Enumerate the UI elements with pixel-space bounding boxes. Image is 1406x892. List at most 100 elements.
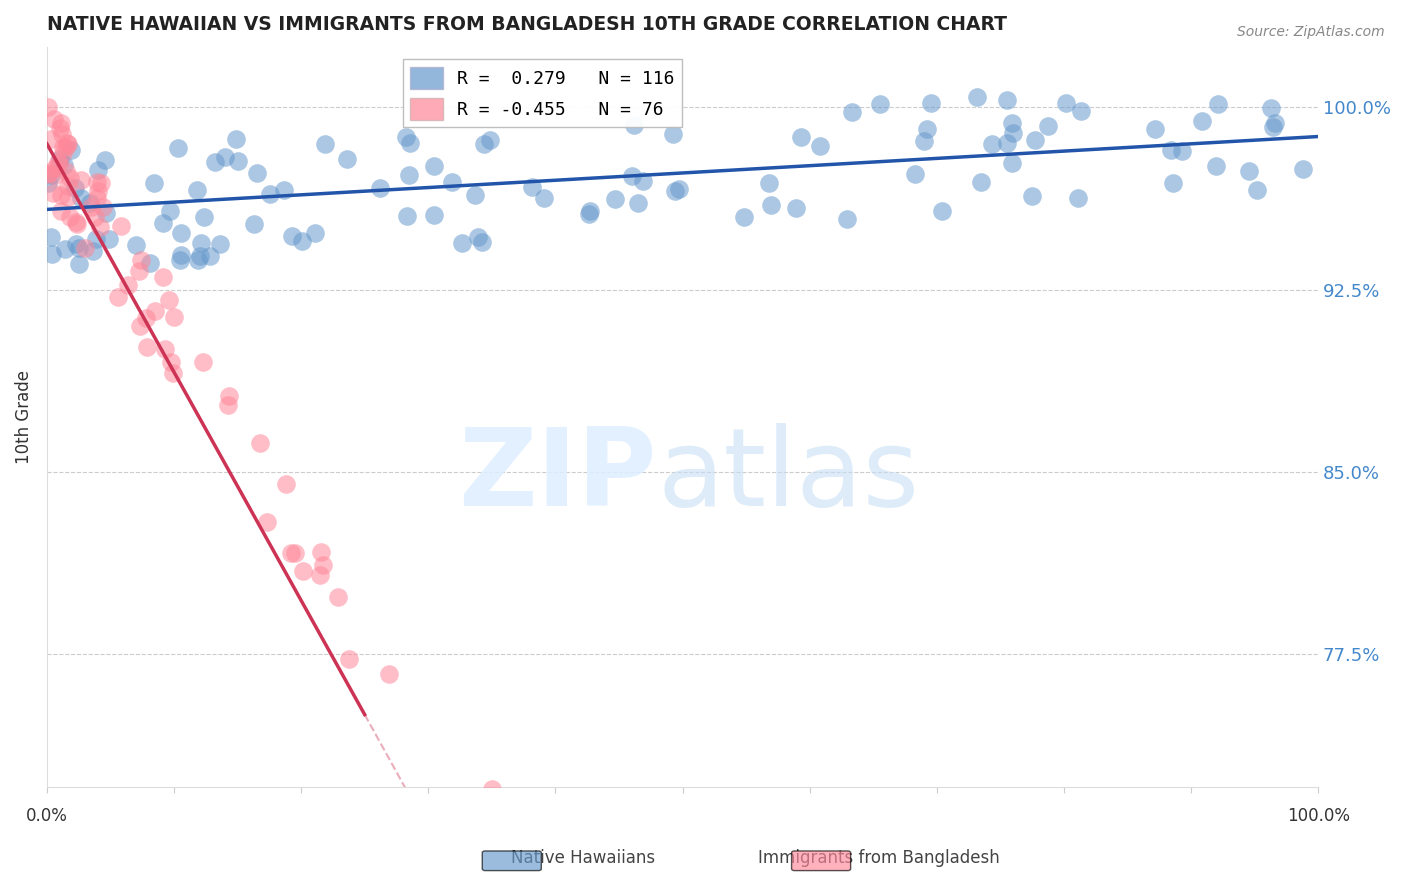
Point bbox=[578, 207, 600, 221]
Point bbox=[41, 247, 63, 261]
Point bbox=[93, 153, 115, 168]
Point bbox=[204, 155, 226, 169]
Point bbox=[56, 137, 79, 152]
Point bbox=[117, 277, 139, 292]
Point bbox=[129, 252, 152, 267]
Point bbox=[1001, 156, 1024, 170]
Point bbox=[520, 179, 543, 194]
Point bbox=[129, 318, 152, 333]
Point bbox=[605, 192, 627, 206]
Point bbox=[1160, 143, 1182, 157]
Point bbox=[157, 293, 180, 308]
Point bbox=[159, 204, 181, 219]
Point bbox=[208, 236, 231, 251]
Point bbox=[56, 179, 79, 194]
Point bbox=[170, 248, 193, 262]
Point bbox=[904, 167, 927, 181]
Point bbox=[423, 208, 446, 222]
Point bbox=[86, 232, 108, 246]
Point bbox=[153, 343, 176, 357]
Point bbox=[110, 219, 132, 233]
Point bbox=[496, 870, 519, 884]
Point bbox=[1038, 120, 1060, 134]
Point bbox=[65, 215, 87, 229]
Text: 0.0%: 0.0% bbox=[25, 807, 67, 825]
Point bbox=[997, 93, 1019, 107]
Legend: R =  0.279   N = 116, R = -0.455   N = 76: R = 0.279 N = 116, R = -0.455 N = 76 bbox=[404, 60, 682, 127]
Point bbox=[218, 389, 240, 403]
Point bbox=[1024, 133, 1046, 147]
Point bbox=[481, 782, 503, 797]
Point bbox=[627, 195, 650, 210]
Point bbox=[631, 174, 654, 188]
Point bbox=[620, 169, 643, 183]
Point bbox=[467, 229, 489, 244]
Point bbox=[292, 564, 315, 578]
Text: Native Hawaiians: Native Hawaiians bbox=[512, 849, 655, 867]
Point bbox=[55, 164, 77, 178]
Point bbox=[143, 176, 166, 190]
Text: atlas: atlas bbox=[657, 424, 920, 529]
Point bbox=[90, 176, 112, 190]
Point bbox=[125, 238, 148, 252]
Point bbox=[49, 120, 72, 135]
Point bbox=[60, 144, 83, 158]
Point bbox=[187, 253, 209, 268]
Point bbox=[470, 235, 492, 249]
Point bbox=[931, 204, 953, 219]
Point bbox=[1208, 96, 1230, 111]
Point bbox=[82, 244, 104, 259]
Point bbox=[193, 210, 215, 224]
Point bbox=[1002, 126, 1025, 140]
Point bbox=[377, 666, 399, 681]
Point bbox=[662, 127, 685, 141]
Point bbox=[579, 203, 602, 218]
Point bbox=[759, 198, 782, 212]
Point bbox=[314, 136, 336, 151]
Point bbox=[94, 206, 117, 220]
Point bbox=[1292, 161, 1315, 176]
Point bbox=[1191, 113, 1213, 128]
Point bbox=[193, 355, 215, 369]
Point bbox=[1070, 104, 1092, 119]
Point bbox=[226, 154, 249, 169]
Point bbox=[170, 226, 193, 240]
Point bbox=[1054, 95, 1077, 110]
Point bbox=[67, 257, 90, 271]
Point bbox=[533, 191, 555, 205]
Point bbox=[1260, 101, 1282, 115]
Y-axis label: 10th Grade: 10th Grade bbox=[15, 370, 32, 464]
Point bbox=[152, 216, 174, 230]
Point bbox=[311, 558, 333, 573]
Point bbox=[188, 249, 211, 263]
Point bbox=[966, 89, 988, 103]
Point bbox=[48, 157, 70, 171]
Point bbox=[49, 187, 72, 202]
Text: Immigrants from Bangladesh: Immigrants from Bangladesh bbox=[758, 849, 1000, 867]
Point bbox=[623, 118, 645, 132]
Point bbox=[733, 210, 755, 224]
Point bbox=[169, 252, 191, 267]
Point bbox=[66, 217, 89, 231]
Point bbox=[290, 234, 312, 248]
Point bbox=[395, 130, 418, 145]
Point bbox=[1246, 183, 1268, 197]
Point bbox=[152, 270, 174, 285]
Point bbox=[58, 171, 80, 186]
Point bbox=[51, 203, 73, 218]
Point bbox=[472, 137, 495, 152]
Point bbox=[451, 236, 474, 251]
Point bbox=[398, 136, 420, 151]
Point bbox=[166, 141, 188, 155]
Point bbox=[246, 166, 269, 180]
Point bbox=[44, 112, 66, 127]
Point bbox=[41, 168, 63, 182]
Point bbox=[136, 340, 159, 354]
Point bbox=[163, 310, 186, 324]
Point bbox=[440, 175, 463, 189]
Point bbox=[200, 249, 222, 263]
Point bbox=[37, 167, 59, 181]
Point bbox=[280, 228, 302, 243]
Point bbox=[915, 122, 938, 136]
Point bbox=[1263, 116, 1285, 130]
